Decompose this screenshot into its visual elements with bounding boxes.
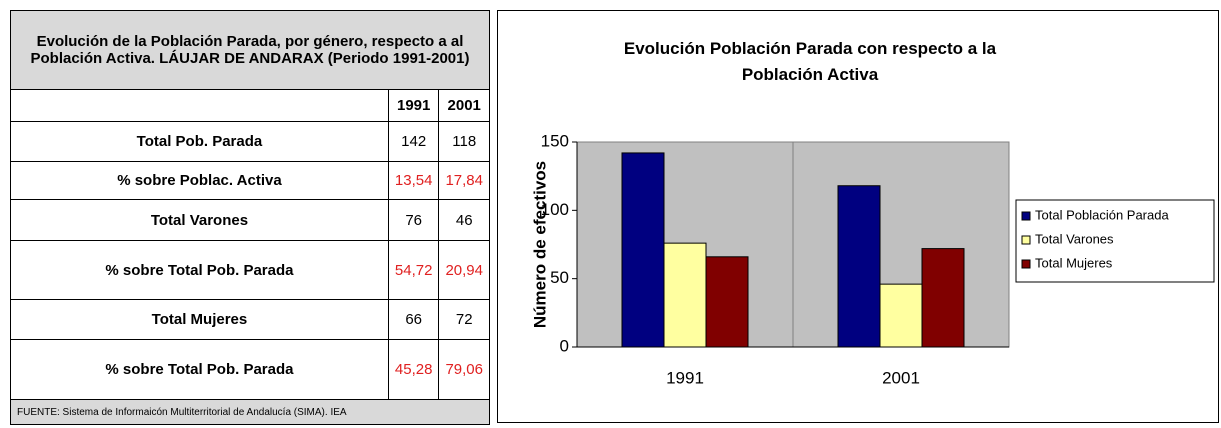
row-label: Total Varones [10,199,389,241]
legend-label: Total Mujeres [1035,255,1113,270]
bar [621,152,665,348]
legend-swatch [1021,259,1031,269]
table-title: Evolución de la Población Parada, por gé… [10,10,490,90]
y-tick-label: 0 [560,336,569,355]
legend-label: Total Población Parada [1035,207,1169,222]
bar [705,256,749,348]
empty-cell [10,89,389,122]
cell: 118 [438,121,490,162]
bar [663,242,707,348]
chart-title: Evolución Población Parada con respecto … [623,39,997,84]
legend-label: Total Varones [1035,231,1114,246]
cell: 20,94 [438,240,490,300]
cell: 76 [387,199,440,241]
legend-swatch [1021,235,1031,245]
row-label: % sobre Total Pob. Parada [10,240,389,300]
row-label: Total Mujeres [10,299,389,340]
y-tick-label: 50 [550,268,569,287]
y-axis-label: Número de efectivos [530,161,549,328]
data-table: Evolución de la Población Parada, por gé… [10,10,490,425]
row-label: Total Pob. Parada [10,121,389,162]
cell: 46 [438,199,490,241]
cell: 66 [387,299,440,340]
cell: 13,54 [387,161,440,200]
y-tick-label: 150 [541,131,569,150]
source-note: FUENTE: Sistema de Informaicón Multiterr… [10,399,490,425]
legend-swatch [1021,211,1031,221]
bar [837,185,881,348]
bar [921,248,965,348]
x-tick-label: 1991 [666,368,704,387]
bar [879,283,923,348]
cell: 17,84 [438,161,490,200]
row-label: % sobre Total Pob. Parada [10,339,389,400]
legend-box [1015,199,1215,283]
y-tick-label: 100 [541,200,569,219]
cell: 79,06 [438,339,490,400]
column-header: 1991 [387,89,440,122]
chart-frame [497,10,1219,423]
x-tick-label: 2001 [882,368,920,387]
